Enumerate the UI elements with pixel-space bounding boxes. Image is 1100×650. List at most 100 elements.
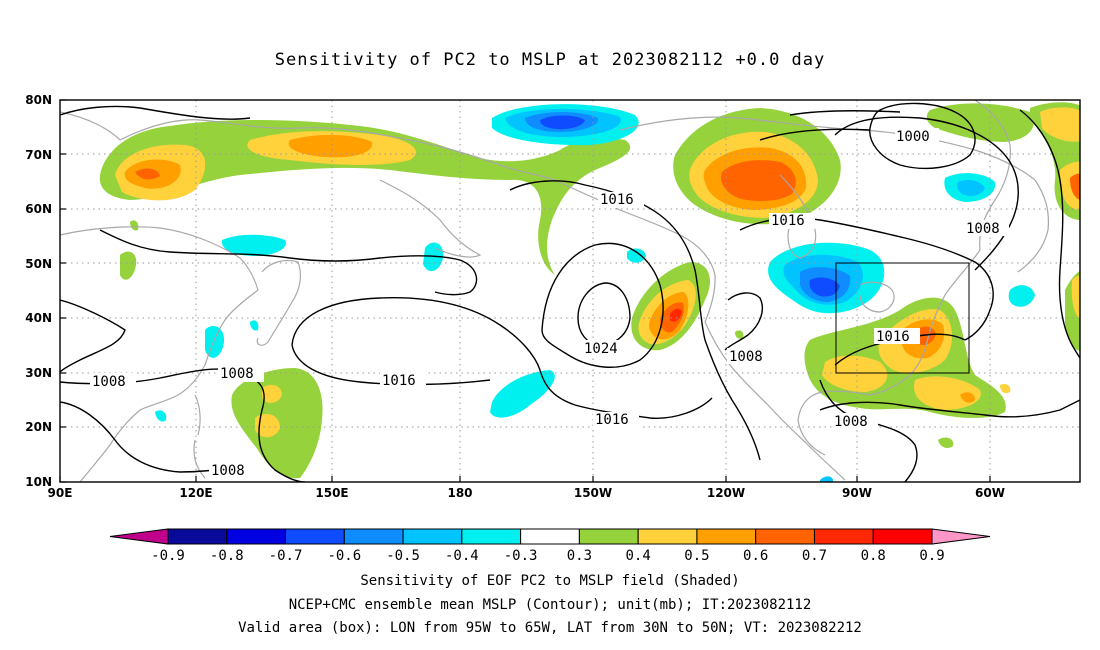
- map-title: Sensitivity of PC2 to MSLP at 2023082112…: [274, 50, 826, 70]
- shade-darkorange-eastus: [915, 326, 936, 346]
- coastline-gulf: [797, 390, 871, 456]
- contour-label: 1008: [92, 374, 126, 390]
- lat-tick-label: 80N: [25, 93, 52, 107]
- shade-darkorange-canada: [720, 160, 796, 202]
- contour-label: 1016: [382, 373, 416, 389]
- contour-1008-left: [60, 299, 126, 373]
- colorbar-tick-label: -0.6: [327, 548, 361, 564]
- colorbar-swatch: [226, 528, 287, 545]
- coastline-korea-japan: [256, 259, 302, 346]
- contour-label: 1016: [876, 329, 910, 345]
- shade-green-small-caribbean: [938, 437, 954, 448]
- shade-orange-arctic-m: [288, 134, 373, 158]
- contour-1008-carib-2: [819, 379, 918, 482]
- contour-label: 1008: [211, 463, 245, 479]
- colorbar-tick-label: 0.8: [861, 548, 886, 564]
- contour-1024: [541, 242, 664, 368]
- lat-tick-label: 60N: [25, 202, 52, 216]
- shade-cyan-subtropical: [490, 370, 555, 418]
- shade-orange-carib: [960, 392, 975, 403]
- colorbar-swatch: [167, 528, 228, 545]
- colorbar-swatch: [813, 528, 874, 545]
- contour-1008-bc: [724, 292, 764, 351]
- shade-orange-east-edge: [1070, 173, 1080, 200]
- contour-label: 1008: [729, 349, 763, 365]
- colorbar-tick-label: -0.8: [210, 548, 244, 564]
- shade-yellow-gulf: [822, 355, 888, 392]
- contour-1016-siberia: [60, 105, 478, 296]
- contour-1032-inner: [577, 282, 631, 346]
- shade-green-small-1: [120, 251, 137, 280]
- caption-line-2: NCEP+CMC ensemble mean MSLP (Contour); u…: [288, 597, 812, 613]
- shade-green-arctic: [99, 120, 631, 275]
- coastline-na-east: [869, 249, 981, 396]
- contour-label: 1016: [771, 213, 805, 229]
- shade-cyan-china: [155, 410, 167, 422]
- shade-yellow-wpac-2: [255, 413, 280, 438]
- axis-ticks: [59, 99, 991, 483]
- colorbar-tick-label: 0.3: [567, 548, 592, 564]
- colorbar-tick-label: -0.5: [386, 548, 420, 564]
- shade-darkblue-arctic: [540, 115, 585, 130]
- colorbar-swatch: [872, 528, 933, 545]
- coastline-asia-east: [60, 226, 259, 482]
- colorbar-tick-label: -0.4: [445, 548, 479, 564]
- colorbar-tick-label: 0.6: [743, 548, 768, 564]
- shade-red-nepac: [670, 308, 682, 322]
- shade-cyan-atlantic: [1008, 285, 1035, 307]
- shade-darkblue-greatlakes: [809, 277, 840, 297]
- colorbar-max-triangle: [931, 528, 991, 545]
- shade-green-small-2: [130, 220, 139, 231]
- colorbar-tick-label: 0.5: [684, 548, 709, 564]
- shading-layer: [99, 102, 1080, 482]
- contour-1000: [869, 102, 976, 170]
- coastline-greatlakes: [859, 281, 895, 313]
- map-frame: [59, 99, 1081, 483]
- lon-tick-label: 90E: [48, 486, 73, 500]
- coastline-na-west: [704, 321, 846, 481]
- shade-yellow-east-edge-2: [1059, 161, 1080, 211]
- contour-1008-east-edge: [1019, 109, 1080, 359]
- colorbar-swatch: [343, 528, 404, 545]
- shade-yellow-small-gulf: [1000, 383, 1011, 394]
- lon-tick-label: 90W: [842, 486, 872, 500]
- lat-tick-label: 20N: [25, 420, 52, 434]
- coastline-siberia-east: [379, 179, 482, 258]
- contour-1008-bottom: [60, 401, 231, 473]
- colorbar-swatch: [461, 528, 522, 545]
- colorbar-swatch: [578, 528, 639, 545]
- shade-cyan-small-mex: [820, 476, 834, 482]
- coastline-eurasia-north: [60, 111, 556, 181]
- shade-lightblue-labrador: [957, 180, 985, 196]
- colorbar-swatch: [755, 528, 815, 545]
- colorbar-swatch: [696, 528, 757, 545]
- shade-green-small-mex: [735, 330, 744, 339]
- lat-tick-label: 50N: [25, 257, 52, 271]
- contour-label: 1008: [834, 414, 868, 430]
- lat-tick-labels: 80N 70N 60N 50N 40N 30N 20N 10N: [25, 93, 52, 489]
- coastline-hudson: [779, 174, 817, 259]
- colorbar-swatch: [285, 528, 345, 545]
- shade-red-arctic-w: [135, 168, 160, 180]
- colorbar-min-triangle: [109, 528, 169, 545]
- lat-tick-label: 30N: [25, 366, 52, 380]
- shade-yellow-east-lower: [1071, 275, 1080, 319]
- contour-label: 1016: [600, 192, 634, 208]
- colorbar-tick-label: -0.3: [504, 548, 538, 564]
- lon-tick-labels: 90E 120E 150E 180 150W 120W 90W 60W: [48, 486, 1005, 500]
- shade-yellow-wpac: [262, 384, 282, 403]
- shade-yellow-carib: [914, 376, 981, 410]
- contour-1016-pacific-high: [509, 180, 761, 461]
- shade-yellow-east-edge: [1040, 107, 1080, 142]
- shade-cyan-siberia: [221, 234, 286, 256]
- caption-line-3: Valid area (box): LON from 95W to 65W, L…: [238, 620, 862, 636]
- contour-label: 1008: [220, 366, 254, 382]
- contour-1016-oval: [291, 297, 713, 419]
- lat-tick-label: 10N: [25, 475, 52, 489]
- contour-label: 1008: [966, 221, 1000, 237]
- colorbar-tick-label: -0.9: [151, 548, 185, 564]
- lon-tick-label: 120E: [179, 486, 212, 500]
- contour-label: 1000: [896, 129, 930, 145]
- shade-cyan-small: [250, 320, 259, 331]
